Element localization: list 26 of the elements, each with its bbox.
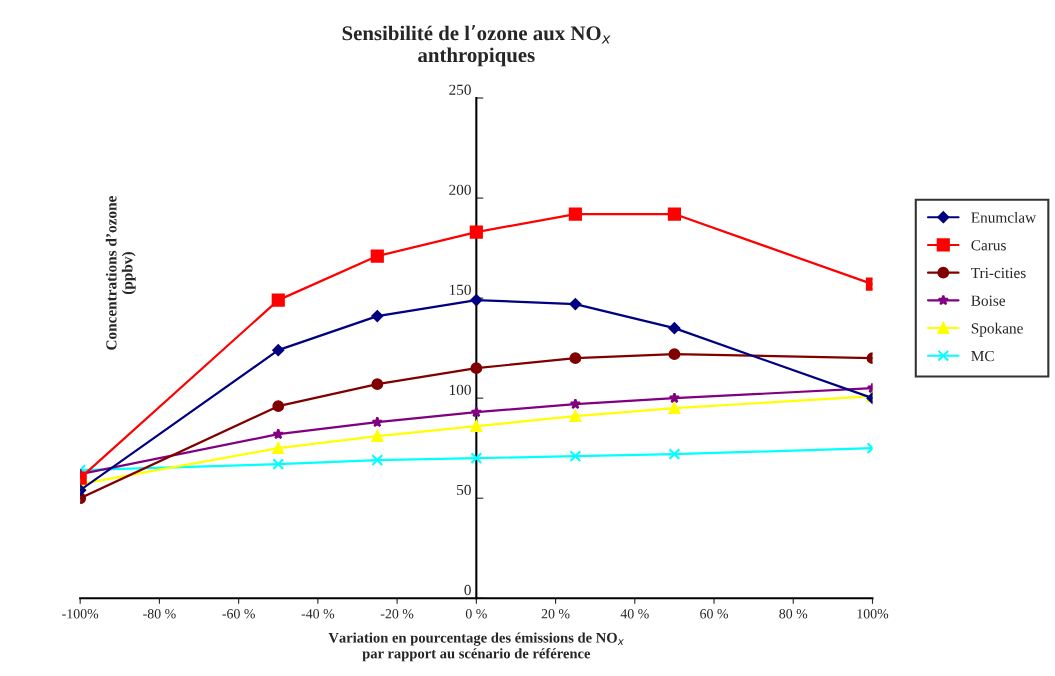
legend-label: Spokane (971, 322, 1023, 337)
legend-label: Boise (971, 295, 1006, 306)
x-tick-label: -60 % (222, 609, 255, 619)
legend-label: Enumclaw (971, 211, 1037, 223)
chart-title: Sensibilité de l’ozone aux NO$_{x}$ anthropiques (342, 24, 611, 67)
text: Variation en pourcentage des émissions de NO$_{x}$ par rapport au scénario de référence (328, 632, 624, 662)
y-axis-title: Concentrations d’ozone (ppbv) (105, 196, 136, 350)
x-tick-label: -80 % (143, 609, 176, 619)
x-tick-label: -40 % (301, 609, 335, 619)
x-tick-label: 40 % (620, 609, 649, 619)
x-tick-label: -100% (62, 609, 99, 619)
legend-label: Carus (971, 240, 1006, 251)
y-tick-label: 250 (449, 84, 471, 95)
x-tick-label: 80 % (779, 609, 808, 619)
x-tick-label: -20 % (380, 609, 414, 619)
x-tick-label: 100% (857, 609, 889, 619)
y-tick-label: 200 (449, 184, 471, 195)
x-tick-label: 20 % (541, 609, 570, 619)
y-tick-label: 0 (464, 584, 471, 596)
y-tick-label: 100 (449, 384, 471, 396)
x-tick-label: 0 % (465, 609, 487, 619)
legend-label: MC (971, 350, 994, 362)
legend-label: Tri-cities (971, 267, 1026, 279)
y-tick-label: 150 (449, 284, 471, 296)
x-tick-label: 60 % (700, 609, 729, 619)
y-tick-label: 50 (457, 484, 471, 496)
